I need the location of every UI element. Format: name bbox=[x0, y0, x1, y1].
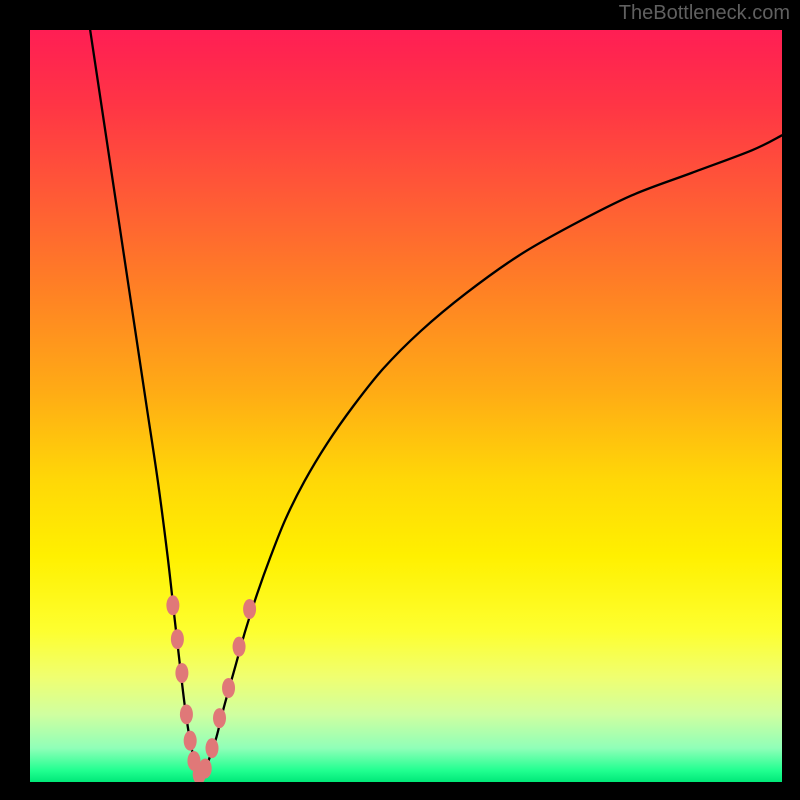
curve-marker bbox=[180, 704, 193, 724]
curve-marker bbox=[171, 629, 184, 649]
curve-marker bbox=[213, 708, 226, 728]
curve-marker bbox=[233, 637, 246, 657]
curve-marker bbox=[175, 663, 188, 683]
watermark-label: TheBottleneck.com bbox=[619, 2, 790, 25]
curve-marker bbox=[166, 595, 179, 615]
curve-marker bbox=[205, 738, 218, 758]
curve-marker bbox=[222, 678, 235, 698]
curve-marker bbox=[243, 599, 256, 619]
curve-marker bbox=[199, 758, 212, 778]
curve-marker bbox=[184, 731, 197, 751]
bottleneck-curve-chart bbox=[0, 0, 800, 800]
plot-background bbox=[30, 30, 782, 782]
